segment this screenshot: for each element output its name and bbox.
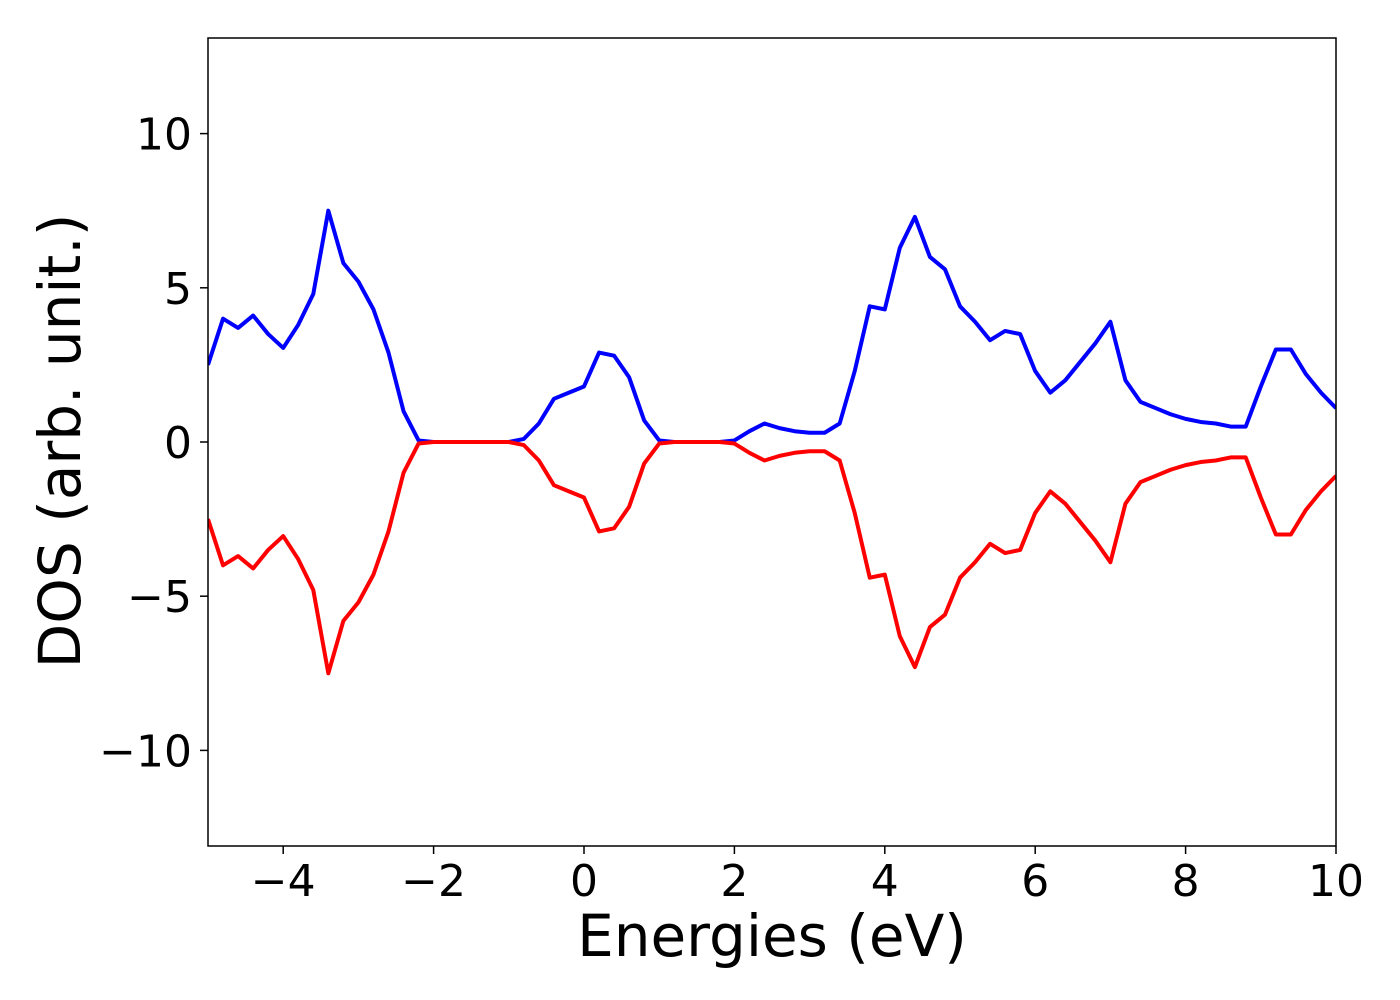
series-line xyxy=(208,440,1336,676)
x-tick-label: 0 xyxy=(570,856,598,907)
y-tick-label: −10 xyxy=(99,726,192,777)
x-tick-label: 10 xyxy=(1308,856,1364,907)
series-line xyxy=(208,208,1336,444)
x-tick-label: 6 xyxy=(1021,856,1049,907)
plot-frame xyxy=(207,37,1337,847)
y-axis-label: DOS (arb. unit.) xyxy=(26,214,94,669)
x-axis-label: Energies (eV) xyxy=(577,902,967,970)
y-tick-label: 5 xyxy=(164,264,192,315)
y-tick-label: −5 xyxy=(127,572,192,623)
x-tick-label: −4 xyxy=(251,856,316,907)
x-tick-label: 8 xyxy=(1172,856,1200,907)
y-tick-label: 10 xyxy=(136,110,192,161)
x-tick-label: −2 xyxy=(401,856,466,907)
x-tick-label: 2 xyxy=(720,856,748,907)
y-tick-label: 0 xyxy=(164,418,192,469)
x-tick-label: 4 xyxy=(871,856,899,907)
